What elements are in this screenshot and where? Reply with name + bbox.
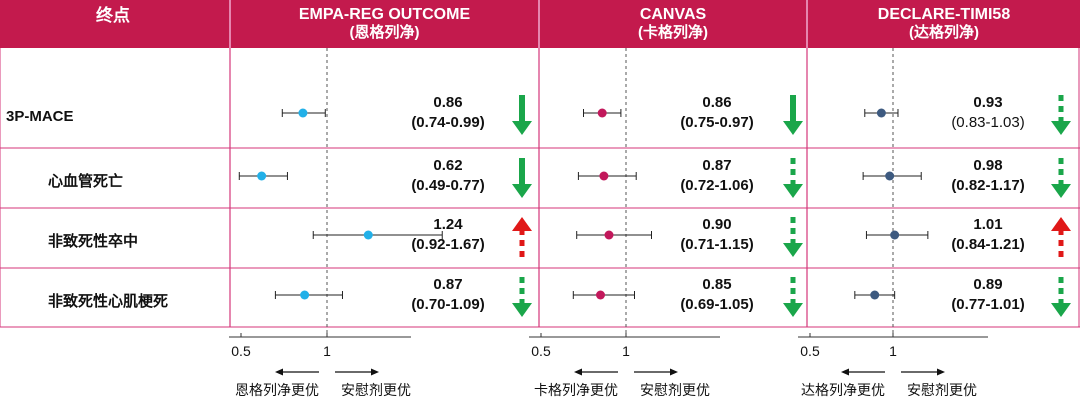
arrow-head: [1051, 121, 1071, 135]
hazard-ratio-point: [363, 230, 373, 240]
direction-arrow: [512, 277, 532, 317]
arrow-head: [783, 121, 803, 135]
hazard-ratio-point: [597, 108, 607, 118]
x-axis-tick-label: 1: [622, 343, 630, 359]
hazard-ratio-point: [300, 290, 310, 300]
confidence-interval-value: (0.69-1.05): [680, 296, 754, 313]
direction-arrow: [783, 158, 803, 198]
x-axis-tick-label: 0.5: [531, 343, 551, 359]
confidence-interval-value: (0.49-0.77): [411, 177, 485, 194]
arrow-head: [1051, 303, 1071, 317]
favor-left-arrow-head: [574, 368, 582, 376]
confidence-interval-value: (0.71-1.15): [680, 236, 754, 253]
row-label-3p-mace: 3P-MACE: [6, 108, 74, 125]
direction-arrow: [1051, 217, 1071, 257]
confidence-interval-value: (0.77-1.01): [951, 296, 1025, 313]
header-endpoint-cell: 终点: [0, 0, 229, 48]
hazard-ratio-value: 1.01: [973, 216, 1003, 233]
hazard-ratio-value: 0.90: [702, 216, 732, 233]
hazard-ratio-value: 0.98: [973, 157, 1003, 174]
trial-name: EMPA-REG OUTCOME: [298, 6, 471, 23]
hazard-ratio-value: 0.87: [433, 276, 463, 293]
row-label-cv-death: 心血管死亡: [48, 173, 124, 190]
direction-arrow: [783, 277, 803, 317]
hazard-ratio-value: 0.86: [702, 94, 732, 111]
hazard-ratio-value: 0.62: [433, 157, 463, 174]
arrow-head: [783, 303, 803, 317]
direction-arrow: [1051, 158, 1071, 198]
direction-arrow: [1051, 277, 1071, 317]
favor-placebo-label: 安慰剂更优: [640, 382, 710, 398]
favor-placebo-label: 安慰剂更优: [907, 382, 977, 398]
hazard-ratio-point: [885, 171, 895, 181]
direction-arrow: [1051, 95, 1071, 135]
row-label-stroke: 非致死性卒中: [48, 233, 139, 250]
hazard-ratio-value: 0.85: [702, 276, 732, 293]
row-label-mi: 非致死性心肌梗死: [48, 293, 169, 310]
direction-arrow: [783, 95, 803, 135]
header-trial-canvas: CANVAS (卡格列净): [540, 0, 806, 48]
trial-drug: (恩格列净): [349, 24, 420, 41]
confidence-interval-value: (0.75-0.97): [680, 114, 754, 131]
hazard-ratio-value: 0.87: [702, 157, 732, 174]
confidence-interval-value: (0.70-1.09): [411, 296, 485, 313]
trial-drug: (卡格列净): [638, 24, 708, 41]
direction-arrow: [512, 158, 532, 198]
header-endpoint-label: 终点: [96, 6, 130, 25]
trial-drug: (达格列净): [909, 24, 979, 41]
arrow-head: [1051, 217, 1071, 231]
header-trial-declare: DECLARE-TIMI58 (达格列净): [808, 0, 1080, 48]
trial-name: DECLARE-TIMI58: [877, 6, 1011, 23]
hazard-ratio-point: [599, 171, 609, 181]
confidence-interval-value: (0.92-1.67): [411, 236, 485, 253]
confidence-interval-value: (0.84-1.21): [951, 236, 1025, 253]
header-trial-empa: EMPA-REG OUTCOME (恩格列净): [231, 0, 538, 48]
favor-drug-label: 卡格列净更优: [534, 382, 618, 398]
arrow-head: [512, 121, 532, 135]
hazard-ratio-point: [604, 230, 614, 240]
hazard-ratio-point: [876, 108, 886, 118]
hazard-ratio-point: [870, 290, 880, 300]
hazard-ratio-point: [596, 290, 605, 300]
hazard-ratio-point: [257, 171, 267, 181]
hazard-ratio-value: 0.86: [433, 94, 463, 111]
x-axis-tick-label: 0.5: [800, 343, 820, 359]
arrow-head: [512, 217, 532, 231]
x-axis-tick-label: 0.5: [231, 343, 251, 359]
confidence-interval-value: (0.82-1.17): [951, 177, 1025, 194]
x-axis-tick-label: 1: [323, 343, 331, 359]
favor-drug-label: 恩格列净更优: [235, 382, 319, 398]
favor-right-arrow-head: [670, 368, 678, 376]
favor-left-arrow-head: [275, 368, 283, 376]
direction-arrow: [783, 217, 803, 257]
direction-arrow: [512, 217, 532, 257]
trial-name: CANVAS: [639, 6, 707, 23]
arrow-head: [783, 184, 803, 198]
favor-drug-label: 达格列净更优: [801, 382, 885, 398]
arrow-head: [783, 243, 803, 257]
confidence-interval-value: (0.72-1.06): [680, 177, 754, 194]
favor-left-arrow-head: [841, 368, 849, 376]
arrow-head: [1051, 184, 1071, 198]
hazard-ratio-value: 1.24: [433, 216, 463, 233]
hazard-ratio-point: [890, 230, 900, 240]
favor-right-arrow-head: [371, 368, 379, 376]
hazard-ratio-value: 0.93: [973, 94, 1003, 111]
arrow-head: [512, 303, 532, 317]
hazard-ratio-point: [298, 108, 308, 118]
confidence-interval-value: (0.83-1.03): [951, 114, 1025, 131]
favor-placebo-label: 安慰剂更优: [341, 382, 411, 398]
confidence-interval-value: (0.74-0.99): [411, 114, 485, 131]
favor-right-arrow-head: [937, 368, 945, 376]
arrow-head: [512, 184, 532, 198]
x-axis-tick-label: 1: [889, 343, 897, 359]
hazard-ratio-value: 0.89: [973, 276, 1003, 293]
direction-arrow: [512, 95, 532, 135]
